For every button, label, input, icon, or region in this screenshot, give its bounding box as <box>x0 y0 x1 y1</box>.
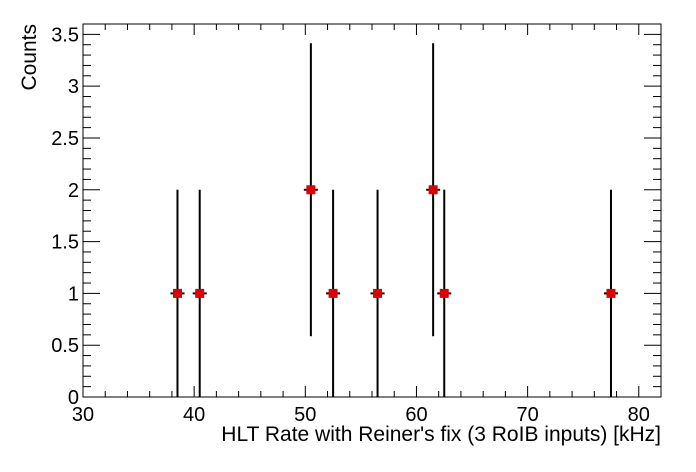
data-markers <box>172 185 616 298</box>
y-tick-label: 0 <box>68 387 79 409</box>
x-axis-title: HLT Rate with Reiner's fix (3 RoIB input… <box>221 423 661 446</box>
x-tick-label: 40 <box>183 404 205 426</box>
x-tick-label: 70 <box>516 404 538 426</box>
x-tick-label: 80 <box>628 404 650 426</box>
data-point <box>373 288 383 298</box>
data-point <box>195 288 205 298</box>
y-tick-label: 1 <box>68 283 79 305</box>
y-tick-label: 3 <box>68 76 79 98</box>
plot-frame <box>82 23 662 398</box>
x-tick-label: 30 <box>72 404 94 426</box>
data-point <box>306 185 316 195</box>
tick-labels: 30 40 50 60 70 80 0 0.5 1 1.5 2 2.5 3 3.5 <box>51 24 650 426</box>
data-point <box>606 288 616 298</box>
data-point <box>172 288 182 298</box>
data-point <box>439 288 449 298</box>
y-tick-label: 2.5 <box>51 128 79 150</box>
data-point <box>328 288 338 298</box>
y-tick-label: 1.5 <box>51 232 79 254</box>
error-bars <box>170 43 618 397</box>
y-tick-label: 2 <box>68 180 79 202</box>
y-tick-label: 3.5 <box>51 24 79 46</box>
x-tick-label: 60 <box>405 404 427 426</box>
x-tick-label: 50 <box>294 404 316 426</box>
y-axis-title: Counts <box>18 24 41 91</box>
ticks <box>82 23 662 398</box>
y-tick-label: 0.5 <box>51 335 79 357</box>
data-point <box>428 185 438 195</box>
